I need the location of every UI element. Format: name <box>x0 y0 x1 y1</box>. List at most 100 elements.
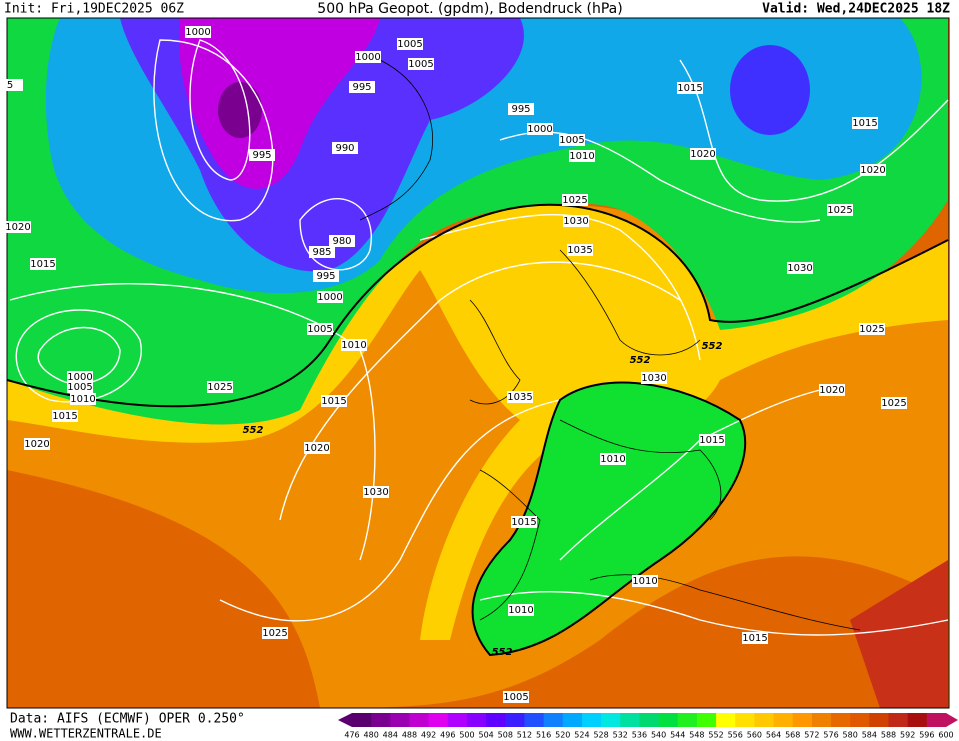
isobar-label-box <box>827 204 853 216</box>
colorbar-swatch <box>581 713 602 727</box>
isobar-label: 1005 <box>503 692 528 703</box>
isobar-label-box <box>563 215 589 227</box>
isobar-label: 1010 <box>508 605 533 616</box>
colorbar-label: 492 <box>421 731 436 740</box>
colorbar-swatch <box>754 713 775 727</box>
isobar-label: 1000 <box>355 52 380 63</box>
map-labels: 1000100510001005995995990985980995100010… <box>0 26 907 703</box>
isobar-label-box <box>309 246 335 258</box>
colorbar-label: 544 <box>670 731 685 740</box>
colorbar-label: 552 <box>708 731 723 740</box>
isobar-label-box <box>527 123 553 135</box>
isobar-label-box <box>690 148 716 160</box>
colorbar-label: 520 <box>555 731 570 740</box>
isobar-label-box <box>562 194 588 206</box>
isobar-label: 1000 <box>67 372 92 383</box>
init-time: Init: Fri,19DEC2025 06Z <box>4 2 184 17</box>
contour-552-south <box>471 381 747 657</box>
isobar-label: 1010 <box>632 576 657 587</box>
isobar-label: 1005 <box>397 39 422 50</box>
isobar-label-box <box>508 103 534 115</box>
isobar-label: 1005 <box>67 382 92 393</box>
isobars <box>9 39 949 636</box>
isobar-label-box <box>881 397 907 409</box>
isobar-label-box <box>321 395 347 407</box>
isobar-label-box <box>329 235 355 247</box>
isobar-label: 995 <box>316 271 335 282</box>
contour-552 <box>6 203 949 408</box>
isobar-label-box <box>787 262 813 274</box>
isobar-label-box <box>819 384 845 396</box>
colorbar-label: 560 <box>747 731 762 740</box>
isobar-label: 985 <box>312 247 331 258</box>
colorbar-swatch <box>620 713 640 727</box>
isobar-label-box <box>30 258 56 270</box>
colorbar-arrow-left <box>338 713 352 727</box>
colorbar-swatch <box>524 713 545 727</box>
coastlines <box>359 59 861 631</box>
isobar-label: 1025 <box>207 382 232 393</box>
colorbar-label: 508 <box>498 731 513 740</box>
isobar-label: 1010 <box>569 151 594 162</box>
colorbar-label: 524 <box>574 731 589 740</box>
isobar-label-box <box>363 486 389 498</box>
isobar-label-box <box>5 221 31 233</box>
colorbar-label: 580 <box>843 731 858 740</box>
colorbar-swatch <box>907 713 928 727</box>
isobar-label-box <box>341 339 367 351</box>
isobar-label: 1015 <box>852 118 877 129</box>
colorbar-swatch <box>390 713 410 727</box>
isobar-label: 1015 <box>699 435 724 446</box>
height-label: 552 <box>702 341 723 352</box>
isobar-label: 1025 <box>262 628 287 639</box>
isobar-label: 1005 <box>307 324 332 335</box>
isobar-label-box <box>67 371 93 383</box>
isobar-label: 995 <box>252 150 271 161</box>
isobar-label-box <box>52 410 78 422</box>
isobar-label-box <box>508 604 534 616</box>
colorbar-swatch <box>639 713 660 727</box>
isobar-label: 1015 <box>677 83 702 94</box>
isobar-label-box <box>511 516 537 528</box>
isobar-label: 995 <box>511 104 530 115</box>
colorbar-label: 596 <box>919 731 934 740</box>
colorbar-swatch <box>486 713 506 727</box>
isobar-label-box <box>567 244 593 256</box>
isobar-label-box <box>207 381 233 393</box>
isobar-label: 1020 <box>819 385 844 396</box>
colorbar-swatch <box>773 713 794 727</box>
field-low-core <box>218 82 262 138</box>
isobar-label: 1035 <box>567 245 592 256</box>
isobar-label: 980 <box>332 236 351 247</box>
colorbar-label: 588 <box>881 731 896 740</box>
colorbar-swatch <box>352 713 372 727</box>
colorbar-label: 572 <box>804 731 819 740</box>
colorbar-label: 536 <box>632 731 647 740</box>
colorbar-swatch <box>562 713 583 727</box>
isobar-label-box <box>742 632 768 644</box>
isobar-label: 1015 <box>52 411 77 422</box>
isobar-label: 1015 <box>321 396 346 407</box>
colorbar-label: 564 <box>766 731 781 740</box>
isobar-label: 1025 <box>827 205 852 216</box>
colorbar-swatch <box>888 713 909 727</box>
isobar-label: 1015 <box>742 633 767 644</box>
isobar-label: 1015 <box>30 259 55 270</box>
isobar-label: 995 <box>352 82 371 93</box>
colorbar-label: 504 <box>478 731 493 740</box>
colorbar-swatch <box>601 713 621 727</box>
colorbar-swatch <box>371 713 391 727</box>
isobar-label-box <box>313 270 339 282</box>
isobar-label: 1010 <box>341 340 366 351</box>
isobar-label: 1020 <box>24 439 49 450</box>
isobar-label-box <box>408 58 434 70</box>
isobar-label: 1000 <box>185 27 210 38</box>
colorbar-swatch <box>658 713 679 727</box>
isobar-label-box <box>569 150 595 162</box>
isobar-label-box <box>0 79 23 91</box>
isobar-label-box <box>859 323 885 335</box>
valid-time: Valid: Wed,24DEC2025 18Z <box>762 2 950 17</box>
colorbar-label: 512 <box>517 731 532 740</box>
isobar-label-box <box>860 164 886 176</box>
